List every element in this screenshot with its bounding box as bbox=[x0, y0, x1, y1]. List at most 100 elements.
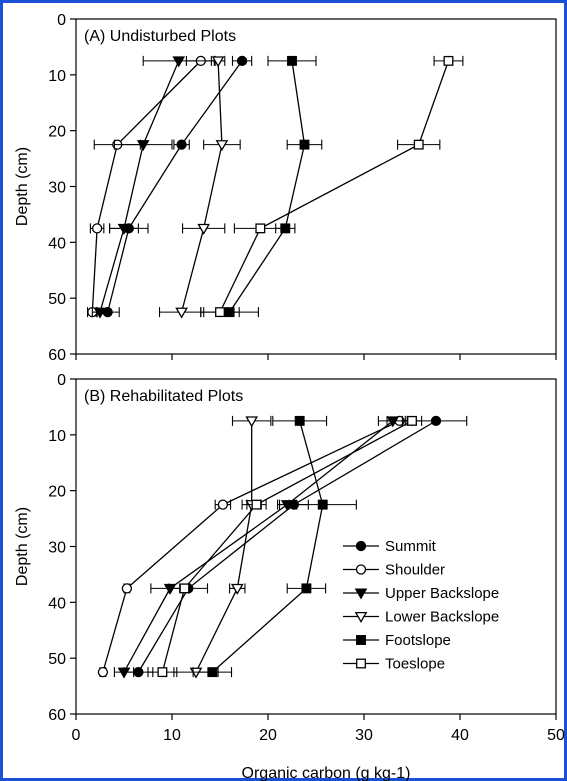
data-point-upper-backslope bbox=[386, 416, 400, 428]
series-undisturbed bbox=[86, 55, 464, 319]
data-point-lower-backslope bbox=[211, 56, 225, 68]
series-line-footslope bbox=[229, 60, 306, 313]
data-point-upper-backslope bbox=[172, 56, 186, 68]
y-tick-label: 20 bbox=[48, 124, 66, 141]
series-line-summit bbox=[137, 420, 437, 673]
series-line-upper-backslope bbox=[99, 60, 180, 313]
data-point-upper-backslope bbox=[136, 140, 150, 152]
series-line-footslope bbox=[211, 420, 324, 673]
plot-area-undisturbed bbox=[75, 18, 557, 355]
series-lower-backslope bbox=[158, 55, 241, 319]
legend-label: Summit bbox=[385, 538, 437, 555]
legend-label: Toeslope bbox=[385, 656, 445, 673]
x-tick-label: 20 bbox=[259, 727, 277, 744]
x-axis-label-text: Organic carbon (g kg-1) bbox=[242, 765, 411, 781]
legend-item-summit: Summit bbox=[343, 538, 437, 555]
legend-marker-lower-backslope bbox=[354, 611, 368, 624]
y-tick-label: 10 bbox=[48, 428, 66, 445]
y-tick-label: 60 bbox=[48, 707, 66, 724]
data-point-lower-backslope bbox=[175, 307, 188, 319]
series-line-toeslope bbox=[219, 60, 450, 313]
x-axis-label: Organic carbon (g kg-1) bbox=[242, 765, 411, 781]
x-tick-label: 50 bbox=[547, 727, 565, 744]
data-point-toeslope bbox=[413, 139, 424, 150]
data-point-shoulder bbox=[91, 223, 103, 234]
data-point-summit bbox=[430, 415, 442, 427]
data-point-toeslope bbox=[255, 223, 266, 234]
y-tick-label: 20 bbox=[48, 484, 66, 501]
data-point-lower-backslope bbox=[189, 667, 203, 679]
data-point-shoulder bbox=[121, 583, 133, 594]
series-toeslope bbox=[147, 415, 423, 678]
data-point-footslope bbox=[299, 139, 310, 150]
series-toeslope bbox=[200, 55, 464, 318]
y-tick-label: 60 bbox=[48, 347, 66, 364]
legend-marker-toeslope bbox=[356, 658, 366, 669]
data-point-footslope bbox=[294, 415, 305, 426]
panel-title-rehabilitated: (B) Rehabilitated Plots bbox=[84, 388, 243, 405]
legend: Summit Shoulder Upper Backslope Lower Backs… bbox=[343, 538, 499, 673]
series-lower-backslope bbox=[173, 415, 272, 679]
panel-undisturbed: (A) Undisturbed Plots Depth (cm) 0 10 20 30… bbox=[14, 12, 557, 364]
legend-item-footslope: Footslope bbox=[343, 632, 451, 649]
x-tick-label: 30 bbox=[355, 727, 373, 744]
data-point-toeslope bbox=[407, 415, 417, 426]
panel-title-undisturbed: (A) Undisturbed Plots bbox=[84, 28, 236, 45]
y-tick-label: 30 bbox=[48, 540, 66, 557]
y-tick-label: 0 bbox=[57, 372, 66, 389]
legend-item-lower-backslope: Lower Backslope bbox=[343, 609, 499, 626]
data-point-upper-backslope bbox=[93, 307, 107, 319]
data-point-summit bbox=[133, 666, 144, 678]
data-point-footslope bbox=[287, 55, 297, 66]
data-point-lower-backslope bbox=[197, 223, 211, 235]
y-tick-label: 50 bbox=[48, 651, 66, 668]
series-line-lower-backslope bbox=[195, 420, 253, 673]
series-line-upper-backslope bbox=[123, 420, 394, 673]
data-point-upper-backslope bbox=[163, 583, 177, 595]
data-point-toeslope bbox=[179, 583, 190, 594]
series-upper-backslope bbox=[91, 55, 215, 319]
legend-marker-upper-backslope bbox=[354, 588, 368, 600]
data-point-lower-backslope bbox=[230, 583, 244, 595]
series-footslope bbox=[200, 55, 323, 318]
data-point-footslope bbox=[317, 499, 328, 510]
y-axis-label-undisturbed: Depth (cm) bbox=[14, 147, 31, 226]
series-footslope bbox=[192, 415, 357, 678]
legend-label: Shoulder bbox=[385, 562, 445, 579]
y-tick-label: 0 bbox=[57, 12, 66, 29]
y-ticks-rehabilitated: 0 10 20 30 40 50 60 bbox=[48, 372, 76, 724]
series-line-toeslope bbox=[161, 420, 413, 673]
data-point-summit bbox=[236, 55, 248, 67]
y-tick-label: 40 bbox=[48, 595, 66, 612]
x-ticks-rehabilitated: 0 10 20 30 40 50 bbox=[72, 714, 565, 744]
data-point-footslope bbox=[301, 583, 312, 594]
data-point-toeslope bbox=[443, 55, 454, 66]
y-tick-label: 10 bbox=[48, 68, 66, 85]
series-line-shoulder bbox=[91, 60, 202, 313]
data-point-summit bbox=[176, 139, 187, 150]
legend-label: Upper Backslope bbox=[385, 585, 499, 602]
legend-item-upper-backslope: Upper Backslope bbox=[343, 585, 499, 602]
data-point-lower-backslope bbox=[215, 140, 229, 152]
y-tick-label: 30 bbox=[48, 180, 66, 197]
data-point-toeslope bbox=[251, 499, 262, 510]
series-rehabilitated bbox=[97, 415, 468, 679]
y-tick-label: 40 bbox=[48, 235, 66, 252]
legend-marker-footslope bbox=[356, 635, 366, 645]
x-tick-label: 0 bbox=[72, 727, 81, 744]
data-point-toeslope bbox=[157, 667, 168, 678]
legend-marker-shoulder bbox=[355, 564, 367, 575]
legend-item-toeslope: Toeslope bbox=[343, 656, 445, 673]
series-line-summit bbox=[107, 60, 243, 313]
data-point-upper-backslope bbox=[117, 223, 131, 235]
series-shoulder bbox=[86, 55, 216, 318]
legend-label: Footslope bbox=[385, 632, 451, 649]
plot-area-rehabilitated bbox=[75, 378, 557, 715]
data-point-upper-backslope bbox=[117, 667, 131, 679]
panel-rehabilitated: (B) Rehabilitated Plots Depth (cm) 0 10 20… bbox=[14, 372, 565, 781]
series-summit bbox=[95, 55, 253, 318]
data-point-shoulder bbox=[97, 666, 109, 678]
data-point-upper-backslope bbox=[280, 500, 294, 512]
legend-item-shoulder: Shoulder bbox=[343, 562, 445, 579]
